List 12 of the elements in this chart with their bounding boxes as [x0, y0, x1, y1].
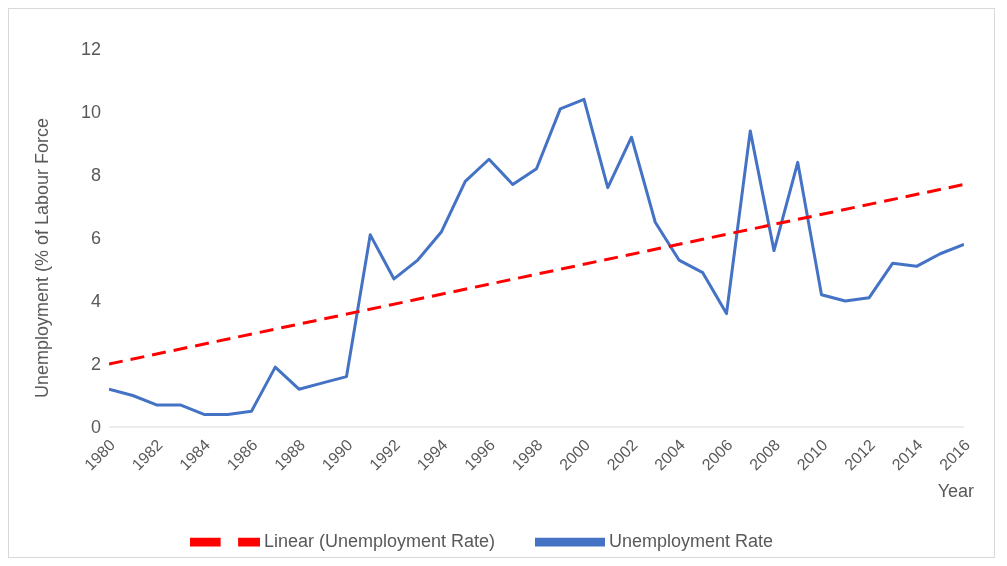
- x-axis-title: Year: [937, 481, 974, 502]
- y-axis-title: Unemployment (% of Labour Force: [32, 117, 53, 398]
- legend-label: Linear (Unemployment Rate): [263, 530, 496, 551]
- y-tick-label: 6: [90, 228, 101, 249]
- line-series: [109, 97, 964, 416]
- legend-label: Unemployment Rate: [609, 530, 774, 551]
- y-tick-label: 0: [90, 417, 101, 438]
- y-tick-label: 10: [80, 102, 101, 123]
- y-tick-label: 2: [90, 354, 101, 375]
- y-tick-label: 4: [90, 291, 101, 312]
- y-tick-label: 12: [80, 39, 101, 60]
- y-tick-label: 8: [90, 165, 101, 186]
